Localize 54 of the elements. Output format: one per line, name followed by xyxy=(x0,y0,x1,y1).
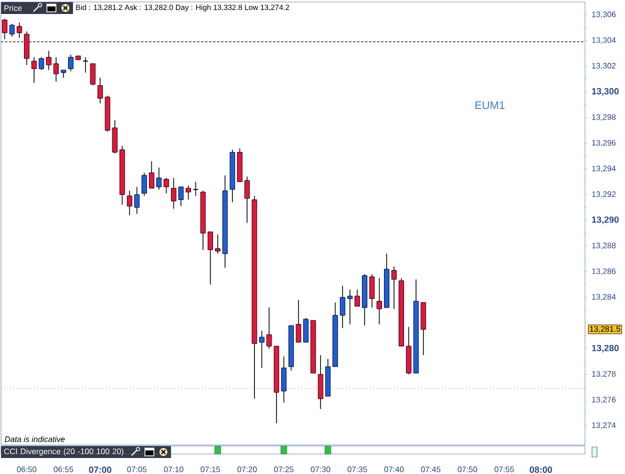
candlestick xyxy=(98,77,103,104)
y-tick-label: 13,306 xyxy=(592,12,616,18)
x-tick-label: 07:50 xyxy=(458,466,478,472)
y-tick-label: 13,280 xyxy=(592,344,619,353)
candlestick xyxy=(281,356,286,404)
x-tick-label: 06:50 xyxy=(17,466,36,472)
candlestick xyxy=(208,231,214,285)
candlestick xyxy=(215,234,220,254)
candlestick xyxy=(2,18,8,40)
candlestick xyxy=(354,289,360,307)
candlestick xyxy=(376,278,382,325)
y-tick-label: 13,284 xyxy=(592,294,616,301)
text: 13,281.5 xyxy=(590,326,620,333)
x-tick-label: 07:30 xyxy=(310,466,330,472)
candlestick xyxy=(142,172,147,196)
candlestick xyxy=(192,181,199,196)
y-tick-label: 13,286 xyxy=(592,268,616,275)
y-tick-label: 13,302 xyxy=(592,62,616,70)
candlestick xyxy=(46,50,52,70)
x-tick-label: 07:40 xyxy=(384,466,404,472)
x-tick-label: 07:20 xyxy=(237,466,257,472)
x-tick-label: 07:10 xyxy=(164,466,184,472)
y-tick-label: 13,288 xyxy=(592,242,616,250)
y-tick-label: 13,304 xyxy=(592,37,616,44)
candlestick xyxy=(164,178,169,194)
chart-title: Price xyxy=(4,5,22,11)
y-tick-label: 13,278 xyxy=(592,371,616,378)
x-tick-label: 07:05 xyxy=(127,466,147,472)
y-tick-label: 13,298 xyxy=(592,114,616,121)
candlestick xyxy=(391,266,397,310)
y-tick-label: 13,274 xyxy=(592,422,616,430)
x-tick-label: 07:25 xyxy=(274,466,294,472)
y-tick-label: 13,292 xyxy=(592,191,616,198)
x-tick-label: 07:15 xyxy=(200,466,220,472)
y-tick-label: 13,276 xyxy=(592,396,616,404)
x-tick-label: 08:00 xyxy=(530,466,552,473)
x-tick-label: 06:55 xyxy=(54,466,74,472)
candlestick xyxy=(259,330,264,368)
candlestick xyxy=(90,63,96,86)
x-tick-label: 07:45 xyxy=(421,466,440,472)
annotation: EUM1 xyxy=(475,101,505,110)
x-tick-label: 07:35 xyxy=(348,466,367,472)
chart-title: CCI Divergence (20 -100 100 20) xyxy=(4,448,124,456)
y-tick-label: 13,300 xyxy=(592,88,619,96)
candlestick xyxy=(186,185,191,200)
candlestick xyxy=(82,56,88,74)
annotation: Data is indicative xyxy=(4,436,65,442)
y-tick-label: 13,296 xyxy=(592,140,616,147)
y-tick-label: 13,290 xyxy=(592,216,619,224)
y-tick-label: 13,294 xyxy=(592,166,616,172)
candlestick xyxy=(244,176,250,224)
x-tick-label: 07:00 xyxy=(89,466,112,473)
candlestick xyxy=(68,54,74,72)
x-tick-label: 07:55 xyxy=(494,466,514,472)
